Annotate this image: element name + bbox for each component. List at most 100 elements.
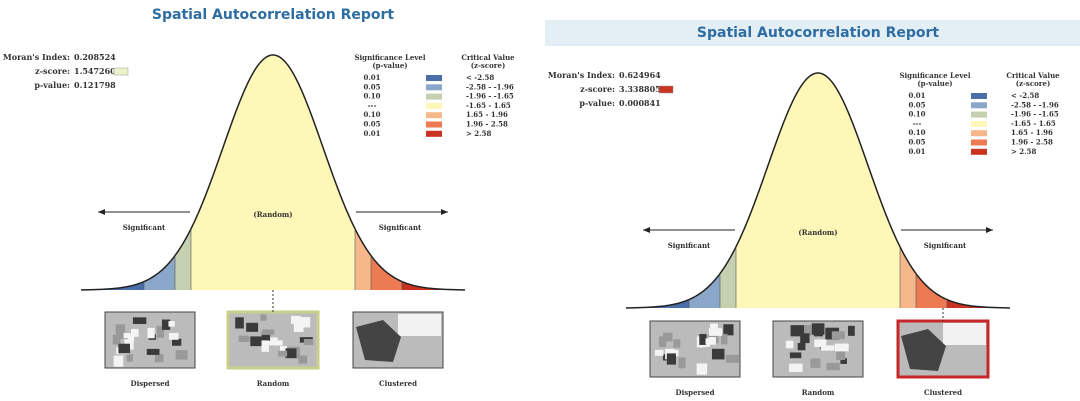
legend-p: 0.10 (908, 128, 925, 137)
curve-label: Significant (668, 241, 711, 250)
stat-label: z-score: (580, 84, 615, 94)
pattern-cell (250, 336, 262, 346)
curve-label: (Random) (253, 210, 292, 219)
stat-value: 0.624964 (619, 70, 661, 80)
arrow-head (441, 209, 448, 215)
legend-swatch (426, 84, 442, 90)
legend-p: 0.10 (363, 92, 380, 101)
pattern-cell (398, 314, 441, 336)
legend-p: 0.05 (908, 138, 925, 147)
legend-p: 0.01 (908, 147, 925, 156)
legend-z: 1.65 - 1.96 (466, 110, 508, 119)
pattern-cell (172, 339, 181, 346)
pattern-cell (790, 352, 801, 358)
stat-label: Moran's Index: (548, 70, 615, 80)
arrow-head (643, 227, 650, 233)
pattern-cell (118, 344, 130, 354)
legend-header: (z-score) (1016, 79, 1051, 88)
legend-p: 0.10 (908, 110, 925, 119)
curve-region (355, 229, 371, 290)
pattern-cell (128, 335, 135, 342)
pattern-cell (726, 355, 739, 363)
curve-region (191, 55, 355, 290)
pattern-cell (298, 355, 307, 363)
stat-value: 1.547260 (74, 66, 116, 76)
pattern-label: Dispersed (676, 388, 715, 397)
pattern-cell (709, 328, 722, 336)
legend-p: 0.01 (363, 73, 380, 82)
stat-value: 0.000841 (619, 98, 661, 108)
pattern-cell (168, 321, 174, 327)
legend-z: < -2.58 (1011, 91, 1039, 100)
pattern-cell (791, 326, 801, 332)
pattern-cell (278, 351, 287, 357)
arrow-head (986, 227, 993, 233)
legend-z: -1.96 - -1.65 (1011, 110, 1059, 119)
report-title: Spatial Autocorrelation Report (697, 25, 940, 41)
legend-swatch (971, 112, 987, 118)
legend-p: --- (913, 119, 922, 128)
legend-p: 0.01 (363, 129, 380, 138)
pattern-cell (155, 354, 164, 362)
pattern-label: Clustered (924, 388, 962, 397)
stat-label: p-value: (579, 98, 615, 108)
curve-label: Significant (123, 223, 166, 232)
pattern-cell (678, 357, 685, 368)
legend-swatch (426, 103, 442, 109)
legend-swatch (971, 130, 987, 136)
pattern-cell (673, 339, 680, 347)
curve-label: (Random) (798, 228, 837, 237)
legend-p: 0.05 (908, 100, 925, 109)
pattern-cell (655, 350, 664, 356)
pattern-cell (304, 339, 314, 345)
pattern-cell (836, 352, 845, 360)
pattern-cell (810, 358, 820, 367)
report-panel: Spatial Autocorrelation ReportMoran's In… (3, 7, 515, 388)
legend-z: -1.65 - 1.65 (466, 101, 511, 110)
pattern-cell (246, 323, 258, 332)
stat-label: p-value: (34, 80, 70, 90)
legend-swatch (971, 149, 987, 155)
pattern-cell (812, 323, 825, 334)
z-score-swatch (114, 68, 128, 75)
legend-p: --- (368, 101, 377, 110)
stat-value: 3.338805 (619, 84, 661, 94)
legend-swatch (971, 121, 987, 127)
curve-region (720, 247, 736, 308)
legend-swatch (426, 131, 442, 137)
pattern-cell (176, 350, 188, 359)
pattern-cell (663, 333, 672, 342)
pattern-cell (260, 314, 266, 320)
pattern-cell (116, 324, 126, 333)
pattern-cell (697, 363, 708, 374)
curve-label: Significant (379, 223, 422, 232)
pattern-cell (262, 340, 269, 351)
legend-p: 0.05 (363, 120, 380, 129)
pattern-cell (133, 317, 146, 324)
legend-header: (z-score) (471, 61, 506, 70)
pattern-cell (786, 341, 794, 349)
pattern-cell (262, 329, 274, 334)
pattern-cell (943, 323, 986, 345)
pattern-cell (235, 317, 244, 328)
pattern-cell (798, 343, 806, 350)
pattern-cell (848, 326, 855, 336)
legend-z: > 2.58 (466, 129, 491, 138)
legend-z: -2.58 - -1.96 (1011, 100, 1059, 109)
pattern-cell (706, 338, 717, 344)
pattern-label: Clustered (379, 379, 417, 388)
pattern-cell (723, 324, 733, 335)
legend-z: -1.96 - -1.65 (466, 92, 514, 101)
pattern-cell (147, 349, 160, 355)
pattern-cell (699, 334, 706, 345)
pattern-cell (832, 331, 845, 339)
legend-z: 1.96 - 2.58 (1011, 138, 1053, 147)
legend-swatch (426, 75, 442, 81)
legend-z: -1.65 - 1.65 (1011, 119, 1056, 128)
legend-header: (p-value) (917, 79, 952, 88)
pattern-cell (275, 340, 283, 345)
legend-z: 1.65 - 1.96 (1011, 128, 1053, 137)
curve-region (900, 247, 916, 308)
stat-label: z-score: (35, 66, 70, 76)
pattern-cell (667, 353, 676, 364)
